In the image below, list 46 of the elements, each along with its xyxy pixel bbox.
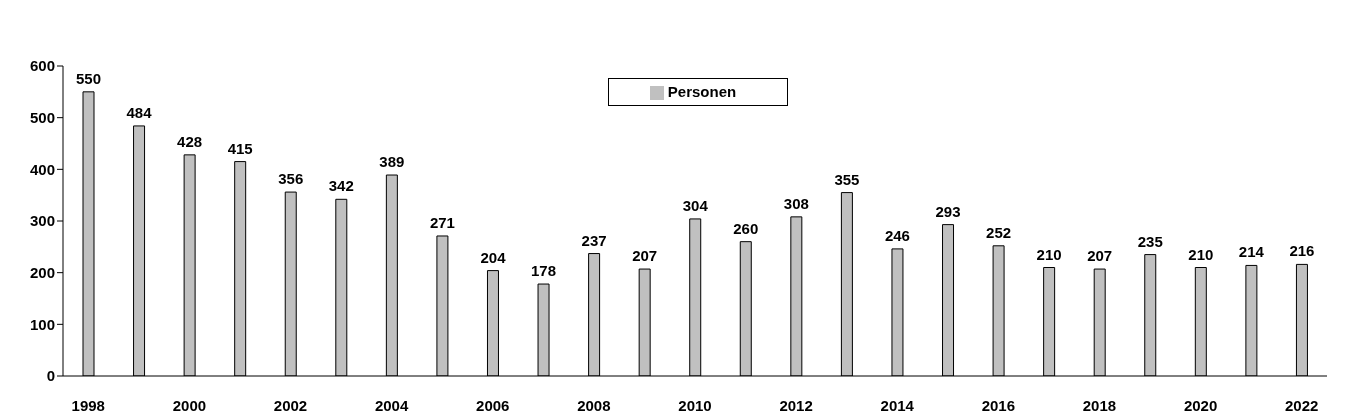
- data-label: 214: [1238, 243, 1265, 261]
- x-tick-label: 2022: [1285, 396, 1319, 414]
- legend-label: Personen: [667, 83, 737, 100]
- x-tick-label: 2012: [779, 396, 813, 414]
- data-label: 210: [1188, 245, 1214, 263]
- y-tick-label: 300: [29, 212, 55, 230]
- data-label: 260: [733, 219, 759, 237]
- data-label: 308: [783, 194, 809, 212]
- y-tick-label: 100: [29, 315, 55, 333]
- x-tick-label: 2006: [476, 396, 510, 414]
- data-label: 235: [1137, 232, 1163, 250]
- data-label: 210: [1036, 245, 1062, 263]
- x-tick-label: 2018: [1082, 396, 1117, 414]
- data-label: 342: [328, 177, 354, 195]
- x-tick-label: 2004: [374, 396, 409, 414]
- data-label: 389: [379, 153, 405, 171]
- data-label: 252: [986, 223, 1012, 241]
- data-label: 550: [75, 69, 102, 87]
- data-label: 271: [429, 213, 455, 231]
- data-label: 216: [1289, 242, 1315, 260]
- x-tick-label: 2020: [1183, 396, 1218, 414]
- data-label: 204: [480, 248, 507, 266]
- data-label: 355: [834, 170, 860, 188]
- data-label: 356: [278, 170, 304, 188]
- data-label: 237: [581, 231, 607, 249]
- data-label: 304: [682, 196, 709, 214]
- y-tick-label: 600: [29, 57, 55, 75]
- data-label: 415: [227, 139, 253, 157]
- data-label: 484: [126, 103, 153, 121]
- x-tick-label: 2002: [273, 396, 308, 414]
- y-tick-label: 400: [29, 160, 55, 178]
- x-tick-label: 2008: [577, 396, 611, 414]
- x-tick-label: 2014: [880, 396, 915, 414]
- y-tick-label: 0: [46, 367, 55, 385]
- x-tick-label: 1998: [71, 396, 105, 414]
- data-label: 178: [531, 262, 557, 280]
- data-label: 207: [1087, 247, 1113, 265]
- y-tick-label: 500: [29, 108, 55, 126]
- data-label: 207: [632, 247, 658, 265]
- x-tick-label: 2016: [981, 396, 1016, 414]
- data-label: 428: [177, 132, 203, 150]
- data-label: 246: [884, 226, 910, 244]
- y-tick-label: 200: [29, 263, 55, 281]
- data-label: 293: [935, 202, 961, 220]
- x-tick-label: 2000: [172, 396, 207, 414]
- x-tick-label: 2010: [678, 396, 712, 414]
